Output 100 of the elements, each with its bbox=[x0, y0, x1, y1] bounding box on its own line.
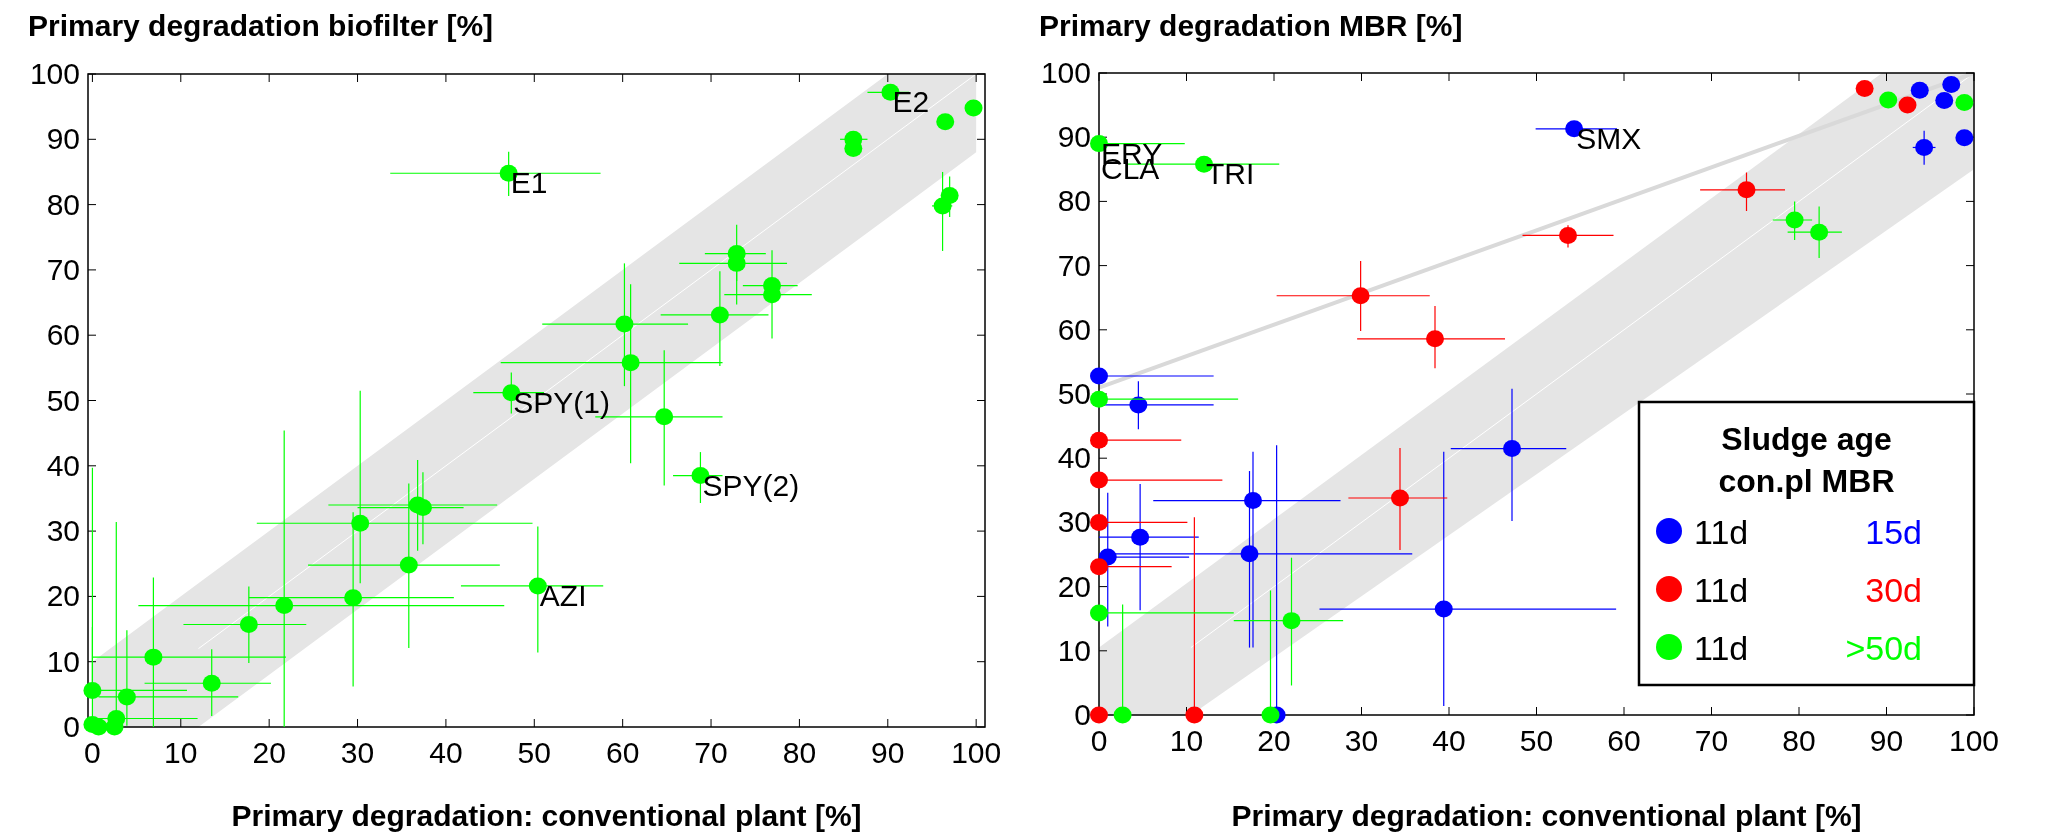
x-tick-label: 50 bbox=[1519, 724, 1554, 757]
point bbox=[655, 408, 674, 426]
point bbox=[1785, 211, 1804, 229]
point bbox=[1090, 367, 1108, 385]
point bbox=[1090, 558, 1108, 576]
x-tick-label: 60 bbox=[1607, 724, 1641, 757]
y-tick-label: 100 bbox=[29, 57, 80, 90]
y-tick-label: 90 bbox=[46, 122, 80, 156]
annotation: 11d bbox=[1694, 629, 1749, 667]
point bbox=[1090, 706, 1108, 724]
point bbox=[144, 648, 163, 666]
point bbox=[1391, 489, 1409, 507]
y-tick-label: 30 bbox=[1057, 505, 1091, 539]
point bbox=[1261, 706, 1280, 724]
y-tick-label: 20 bbox=[46, 579, 80, 613]
x-tick-label: 10 bbox=[164, 736, 198, 769]
point bbox=[1942, 76, 1961, 94]
point bbox=[1244, 492, 1262, 510]
x-tick-label: 90 bbox=[871, 736, 905, 769]
x-tick-label: 80 bbox=[1782, 724, 1816, 757]
point bbox=[615, 315, 634, 333]
y-tick-label: 40 bbox=[1057, 441, 1091, 475]
point bbox=[1898, 96, 1917, 114]
point bbox=[1113, 706, 1132, 724]
y-tick-label: 0 bbox=[1074, 698, 1091, 731]
point bbox=[1879, 91, 1898, 109]
point bbox=[239, 615, 258, 633]
point bbox=[1240, 545, 1259, 563]
x-tick-label: 30 bbox=[340, 736, 375, 769]
point bbox=[1955, 94, 1974, 112]
point bbox=[1935, 92, 1954, 110]
point bbox=[1426, 330, 1444, 348]
point bbox=[940, 186, 959, 204]
annotation: SPY(2) bbox=[702, 468, 800, 502]
point bbox=[964, 99, 983, 117]
point bbox=[1185, 706, 1204, 724]
y-tick-label: 100 bbox=[1040, 56, 1091, 89]
x-tick-label: 50 bbox=[517, 736, 551, 769]
y-tick-label: 50 bbox=[1057, 377, 1091, 410]
point bbox=[351, 514, 370, 532]
y-tick-label: 20 bbox=[1057, 569, 1091, 603]
point bbox=[621, 354, 640, 372]
point bbox=[1090, 471, 1108, 489]
point bbox=[1090, 390, 1108, 408]
x-axis-title: Primary degradation: conventional plant [%] bbox=[1231, 799, 1862, 832]
annotation: 11d bbox=[1694, 513, 1749, 551]
annotation: TRI bbox=[1206, 157, 1255, 191]
text: 15d bbox=[1865, 513, 1922, 551]
point bbox=[1810, 223, 1829, 241]
point bbox=[344, 589, 363, 607]
point bbox=[710, 306, 729, 324]
x-tick-label: 10 bbox=[1169, 724, 1204, 757]
point bbox=[1090, 431, 1108, 449]
x-tick-label: 70 bbox=[1694, 724, 1729, 757]
annotation: SMX bbox=[1576, 121, 1642, 155]
point bbox=[1282, 612, 1301, 630]
point bbox=[1090, 604, 1108, 622]
x-tick-label: 100 bbox=[951, 736, 1002, 769]
x-tick-label: 20 bbox=[252, 736, 286, 769]
point bbox=[275, 597, 294, 615]
x-tick-label: 80 bbox=[782, 736, 817, 769]
x-tick-label: 40 bbox=[1432, 724, 1466, 757]
y-tick-label: 60 bbox=[46, 318, 80, 352]
point bbox=[1955, 129, 1974, 147]
y-tick-label: 40 bbox=[46, 448, 80, 482]
point bbox=[1855, 79, 1874, 97]
point bbox=[1131, 528, 1150, 546]
x-tick-label: 20 bbox=[1257, 724, 1291, 757]
point bbox=[1910, 81, 1929, 99]
x-tick-label: 30 bbox=[1344, 724, 1379, 757]
annotation: E1 bbox=[510, 166, 548, 200]
y-tick-label: 10 bbox=[46, 644, 80, 678]
x-tick-label: 0 bbox=[84, 736, 101, 769]
point bbox=[117, 688, 136, 706]
annotation: SPY(1) bbox=[513, 385, 611, 419]
point bbox=[1737, 181, 1756, 199]
annotation: AZI bbox=[539, 578, 587, 612]
point bbox=[399, 556, 418, 574]
point bbox=[83, 681, 102, 699]
y-tick-label: 10 bbox=[1057, 633, 1091, 667]
point bbox=[1503, 440, 1521, 458]
y-tick-label: 70 bbox=[46, 252, 80, 286]
y-tick-label: 90 bbox=[1057, 120, 1091, 154]
y-tick-label: 80 bbox=[1057, 184, 1091, 218]
point bbox=[1434, 600, 1453, 618]
y-tick-label: 80 bbox=[46, 187, 80, 221]
x-tick-label: 70 bbox=[694, 736, 728, 769]
x-axis-title: Primary degradation: conventional plant [%] bbox=[231, 799, 862, 832]
y-tick-label: 50 bbox=[46, 383, 80, 417]
text: >50d bbox=[1845, 629, 1922, 667]
annotation: E2 bbox=[892, 85, 930, 119]
text: 30d bbox=[1865, 571, 1922, 609]
x-tick-label: 90 bbox=[1869, 724, 1904, 757]
x-tick-label: 40 bbox=[429, 736, 463, 769]
y-tick-label: 70 bbox=[1057, 248, 1091, 282]
x-tick-label: 60 bbox=[605, 736, 640, 769]
point bbox=[202, 674, 221, 692]
legend-title: Sludge age con.pl MBR bbox=[1718, 421, 1895, 499]
y-tick-label: 60 bbox=[1057, 312, 1091, 346]
annotation: 11d bbox=[1694, 571, 1749, 609]
